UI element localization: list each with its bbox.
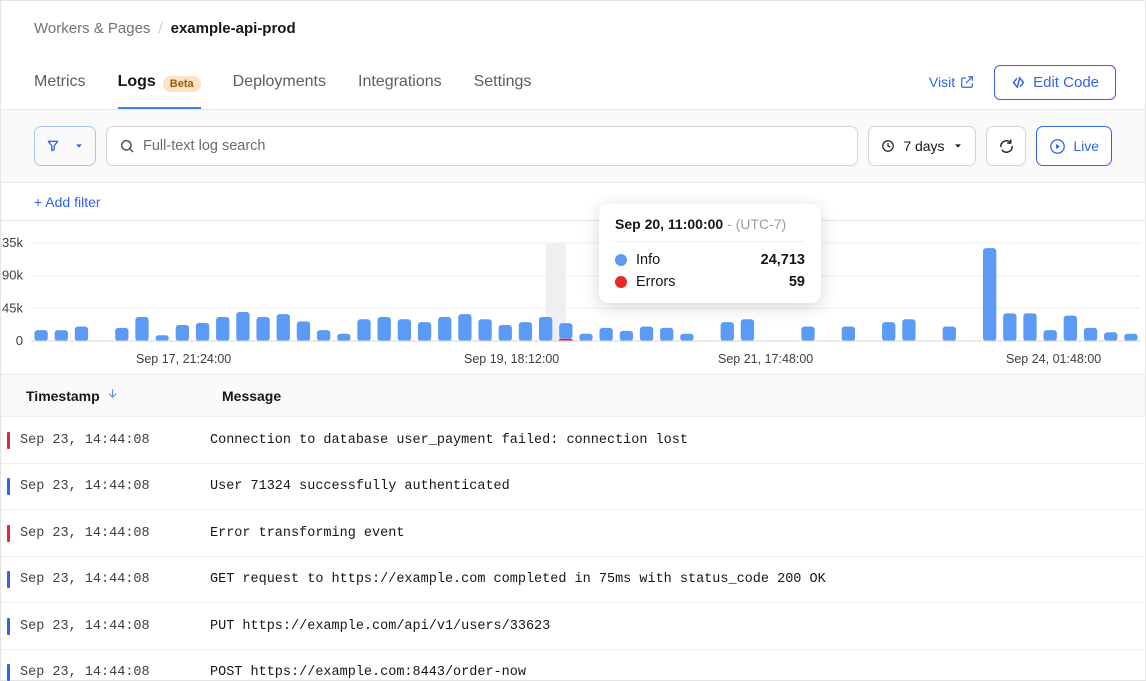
svg-text:Sep 21, 17:48:00: Sep 21, 17:48:00 [718,352,813,366]
svg-text:Sep 17, 21:24:00: Sep 17, 21:24:00 [136,352,231,366]
svg-text:0: 0 [16,333,23,348]
svg-text:Sep 19, 18:12:00: Sep 19, 18:12:00 [464,352,559,366]
svg-text:Sep 24, 01:48:00: Sep 24, 01:48:00 [1006,352,1101,366]
svg-text:135k: 135k [1,235,23,250]
svg-text:45k: 45k [2,300,23,315]
svg-text:90k: 90k [2,268,23,283]
